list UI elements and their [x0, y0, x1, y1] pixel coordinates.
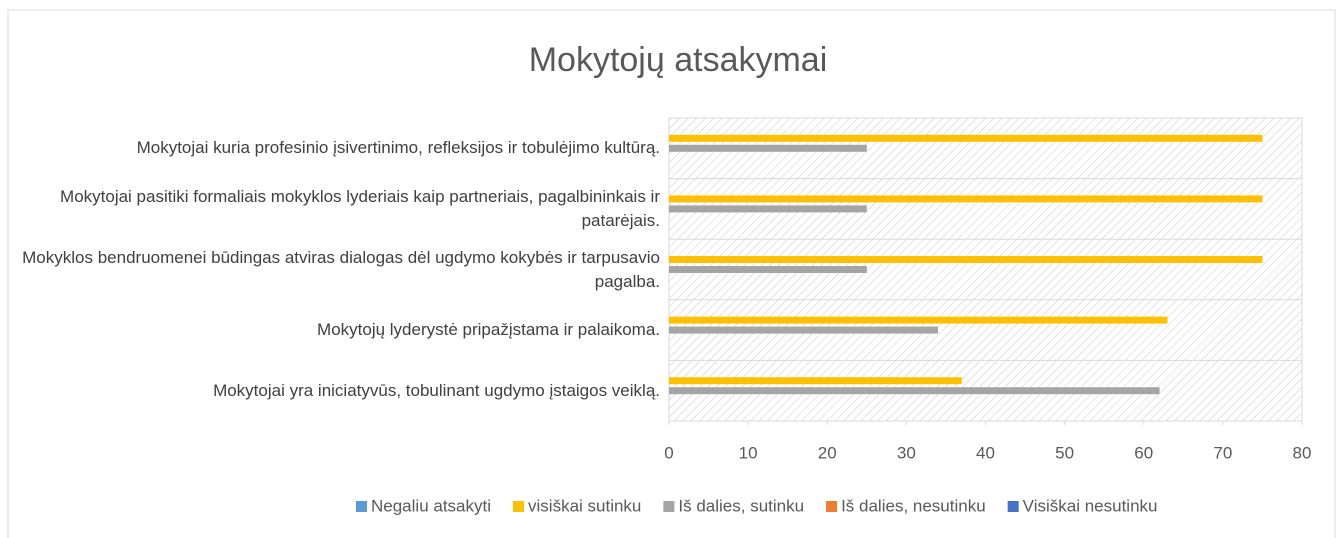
legend-label: Visiškai nesutinku — [1023, 496, 1158, 515]
bar — [669, 377, 962, 385]
bar — [669, 134, 1263, 142]
legend-swatch — [356, 501, 367, 512]
bar — [669, 195, 1263, 203]
bar — [669, 205, 867, 213]
bar — [669, 326, 939, 334]
x-tick-label: 30 — [897, 443, 916, 462]
legend-swatch — [663, 501, 675, 512]
legend-swatch — [1007, 501, 1019, 512]
chart-frame — [7, 9, 1336, 538]
x-tick-label: 40 — [976, 443, 995, 462]
y-tick-label: Mokytojai kuria profesinio įsivertinimo,… — [136, 138, 660, 158]
legend-label: Iš dalies, nesutinku — [841, 496, 986, 515]
legend-label: visiškai sutinku — [528, 496, 641, 515]
x-tick-label: 20 — [818, 443, 837, 462]
bar — [669, 316, 1168, 324]
x-tick-label: 70 — [1213, 443, 1232, 462]
x-tick-label: 50 — [1055, 443, 1074, 462]
y-tick-label: Mokytojų lyderystė pripažįstama ir palai… — [317, 320, 660, 340]
x-tick-label: 60 — [1134, 443, 1153, 462]
y-tick-label: Mokytojai yra iniciatyvūs, tobulinant ug… — [213, 380, 660, 400]
legend-label: Negaliu atsakyti — [371, 496, 491, 515]
chart-title: Mokytojų atsakymai — [529, 41, 828, 79]
y-tick-label: Mokyklos bendruomenei būdingas atviras d… — [22, 247, 660, 291]
legend-swatch — [513, 501, 525, 512]
bar — [669, 144, 867, 152]
bar — [669, 266, 867, 273]
x-tick-label: 10 — [739, 443, 758, 462]
bar — [669, 387, 1160, 395]
bar — [669, 256, 1263, 263]
x-tick-label: 0 — [664, 443, 673, 462]
y-tick-label: Mokytojai pasitiki formaliais mokyklos l… — [60, 186, 660, 230]
legend-label: Iš dalies, sutinku — [678, 496, 804, 515]
legend-swatch — [826, 501, 838, 512]
x-tick-label: 80 — [1293, 443, 1312, 462]
